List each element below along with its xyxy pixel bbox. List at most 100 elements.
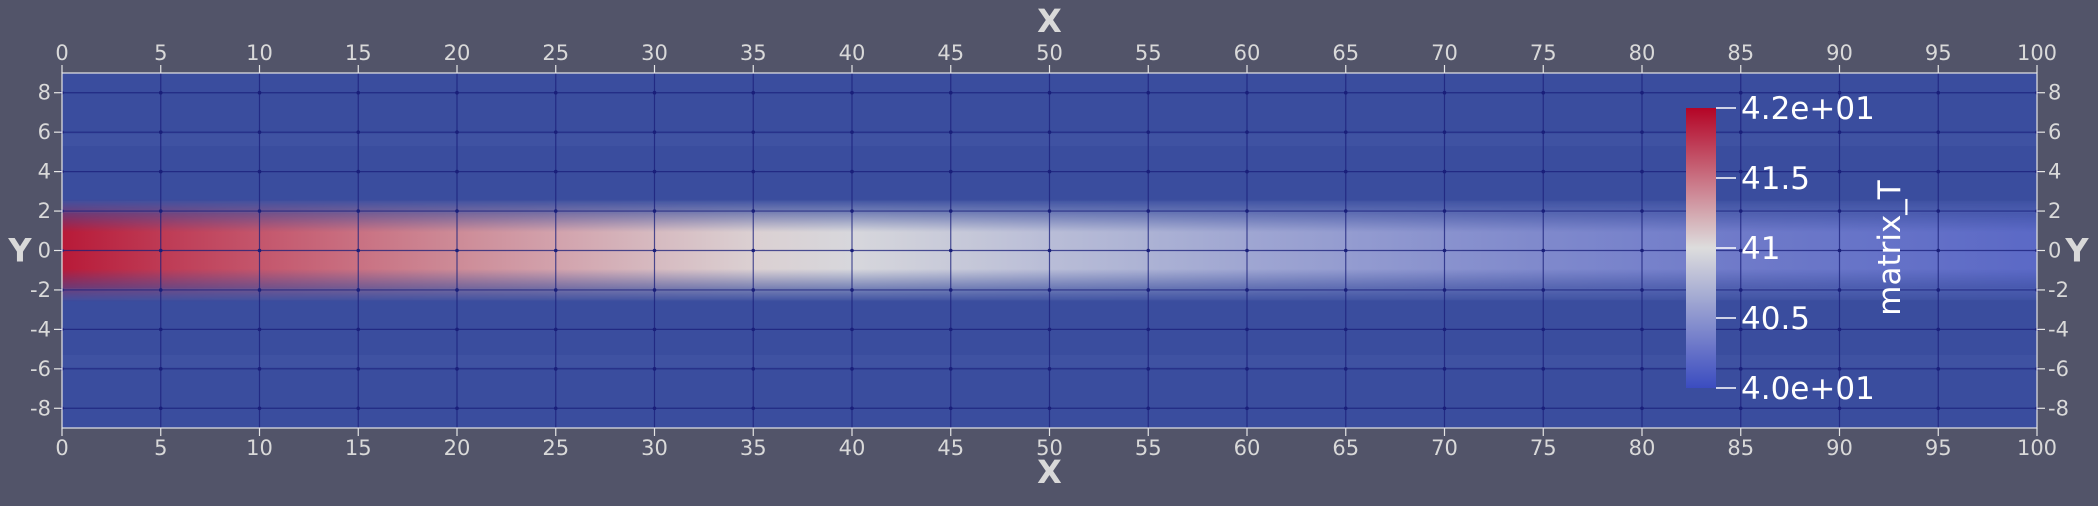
grid-node <box>1146 130 1151 134</box>
x-tick-label-bottom: 10 <box>246 436 273 460</box>
y-tick-label-right: -6 <box>2048 357 2069 381</box>
y-tick-label-right: 2 <box>2048 199 2061 223</box>
x-tick-label-bottom: 0 <box>55 436 68 460</box>
y-tick-label-left: 4 <box>38 160 51 184</box>
grid-node <box>455 327 459 332</box>
grid-node <box>1640 130 1644 134</box>
grid-node <box>1541 90 1546 95</box>
x-tick-label-top: 25 <box>542 41 569 65</box>
grid-node <box>1047 209 1052 213</box>
grid-node <box>948 406 953 411</box>
x-tick-label-top: 40 <box>839 41 866 65</box>
grid-node <box>1541 288 1546 292</box>
grid-node <box>1245 248 1249 253</box>
grid-node <box>257 248 262 253</box>
grid-node <box>1936 90 1941 95</box>
grid-node <box>652 209 657 213</box>
grid-node <box>356 90 361 95</box>
grid-node <box>158 367 163 371</box>
grid-node <box>1837 248 1842 253</box>
grid-node <box>1738 288 1743 292</box>
grid-node <box>1936 209 1941 213</box>
grid-node <box>850 248 854 253</box>
grid-node <box>1442 169 1447 174</box>
grid-node <box>1442 367 1447 371</box>
grid-node <box>1640 406 1644 411</box>
grid-node <box>1245 327 1249 332</box>
x-tick-label-top: 90 <box>1826 41 1853 65</box>
grid-node <box>553 209 558 213</box>
grid-node <box>751 288 756 292</box>
grid-node <box>1146 90 1151 95</box>
grid-node <box>1936 130 1941 134</box>
x-tick-label-top: 15 <box>345 41 372 65</box>
x-tick-label-bottom: 80 <box>1629 436 1656 460</box>
grid-node <box>1245 367 1249 371</box>
x-tick-label-top: 70 <box>1431 41 1458 65</box>
grid-node <box>1146 169 1151 174</box>
grid-node <box>1146 248 1151 253</box>
grid-node <box>1343 130 1348 134</box>
grid-node <box>1047 327 1052 332</box>
x-tick-label-bottom: 5 <box>154 436 167 460</box>
grid-node <box>1343 406 1348 411</box>
grid-node <box>1146 327 1151 332</box>
grid-node <box>948 367 953 371</box>
grid-node <box>948 288 953 292</box>
grid-node <box>652 90 657 95</box>
x-tick-label-bottom: 60 <box>1234 436 1261 460</box>
grid-node <box>356 288 361 292</box>
grid-node <box>553 248 558 253</box>
grid-node <box>1146 209 1151 213</box>
x-tick-label-top: 75 <box>1530 41 1557 65</box>
x-tick-label-top: 100 <box>2017 41 2057 65</box>
grid-node <box>257 288 262 292</box>
grid-node <box>158 169 163 174</box>
grid-node <box>158 130 163 134</box>
grid-node <box>1837 327 1842 332</box>
grid-node <box>1245 288 1249 292</box>
y-tick-label-right: -4 <box>2048 317 2069 341</box>
grid-node <box>1936 288 1941 292</box>
x-tick-label-top: 55 <box>1135 41 1162 65</box>
grid-node <box>1640 90 1644 95</box>
colorbar-tick-label: 41.5 <box>1741 161 1810 197</box>
colorbar-tick-label: 4.0e+01 <box>1741 371 1875 407</box>
grid-node <box>850 130 854 134</box>
grid-node <box>751 130 756 134</box>
grid-node <box>1442 248 1447 253</box>
grid-node <box>1442 406 1447 411</box>
x-tick-label-bottom: 85 <box>1727 436 1754 460</box>
y-tick-label-left: 6 <box>38 120 51 144</box>
grid-node <box>1640 248 1644 253</box>
grid-node <box>1837 130 1842 134</box>
grid-node <box>1047 406 1052 411</box>
grid-node <box>356 327 361 332</box>
grid-node <box>553 90 558 95</box>
y-tick-label-left: 0 <box>38 239 51 263</box>
grid-node <box>257 90 262 95</box>
x-tick-label-top: 5 <box>154 41 167 65</box>
grid-node <box>553 130 558 134</box>
grid-node <box>1640 367 1644 371</box>
y-axis-title-right: Y <box>2064 232 2089 270</box>
grid-node <box>356 406 361 411</box>
x-tick-label-top: 10 <box>246 41 273 65</box>
grid-node <box>1343 248 1348 253</box>
x-tick-label-top: 20 <box>444 41 471 65</box>
grid-node <box>1837 406 1842 411</box>
grid-node <box>1738 248 1743 253</box>
grid-node <box>1541 130 1546 134</box>
grid-node <box>1146 288 1151 292</box>
grid-node <box>850 367 854 371</box>
x-tick-label-bottom: 100 <box>2017 436 2057 460</box>
grid-node <box>751 169 756 174</box>
grid-node <box>1541 327 1546 332</box>
grid-node <box>1047 248 1052 253</box>
grid-node <box>652 327 657 332</box>
y-tick-label-right: -2 <box>2048 278 2069 302</box>
x-tick-label-top: 65 <box>1332 41 1359 65</box>
x-tick-label-bottom: 75 <box>1530 436 1557 460</box>
